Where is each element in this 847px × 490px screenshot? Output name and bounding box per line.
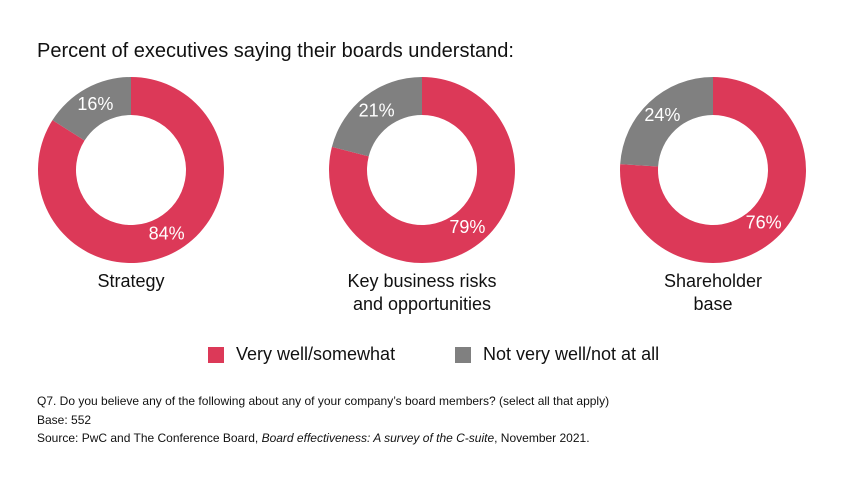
- data-label: 76%: [746, 213, 782, 233]
- legend-swatch: [455, 346, 471, 363]
- page-title: Percent of executives saying their board…: [37, 40, 514, 62]
- legend-entry: Very well/somewhat: [208, 344, 395, 365]
- chart-title: Key business risks and opportunities: [347, 271, 497, 314]
- legend-swatch: [208, 346, 224, 363]
- donut-slice: [52, 77, 131, 141]
- legend-label: Not very well/not at all: [483, 344, 660, 364]
- legend-entry: Not very well/not at all: [455, 344, 659, 365]
- donut-slice: [619, 77, 806, 263]
- data-label: 16%: [77, 94, 113, 114]
- data-label: 79%: [449, 217, 485, 237]
- data-label: 24%: [644, 105, 680, 125]
- source-note: Source: PwC and The Conference Board, Bo…: [37, 431, 590, 445]
- question-note: Q7. Do you believe any of the following …: [37, 394, 610, 408]
- source-title: Board effectiveness: A survey of the C-s…: [261, 431, 495, 445]
- source-text: Source: PwC and The Conference Board,: [37, 431, 262, 445]
- chart-title: Strategy: [97, 271, 165, 291]
- donut-slice: [38, 77, 225, 263]
- legend-label: Very well/somewhat: [236, 344, 396, 364]
- data-label: 84%: [149, 224, 185, 244]
- source-text: , November 2021.: [494, 431, 590, 445]
- donut-slice: [620, 77, 713, 167]
- data-label: 21%: [359, 100, 395, 120]
- base-note: Base: 552: [37, 413, 92, 427]
- chart-title: Shareholder base: [663, 271, 763, 314]
- donut-slice: [329, 77, 515, 263]
- donut-slice: [331, 76, 422, 157]
